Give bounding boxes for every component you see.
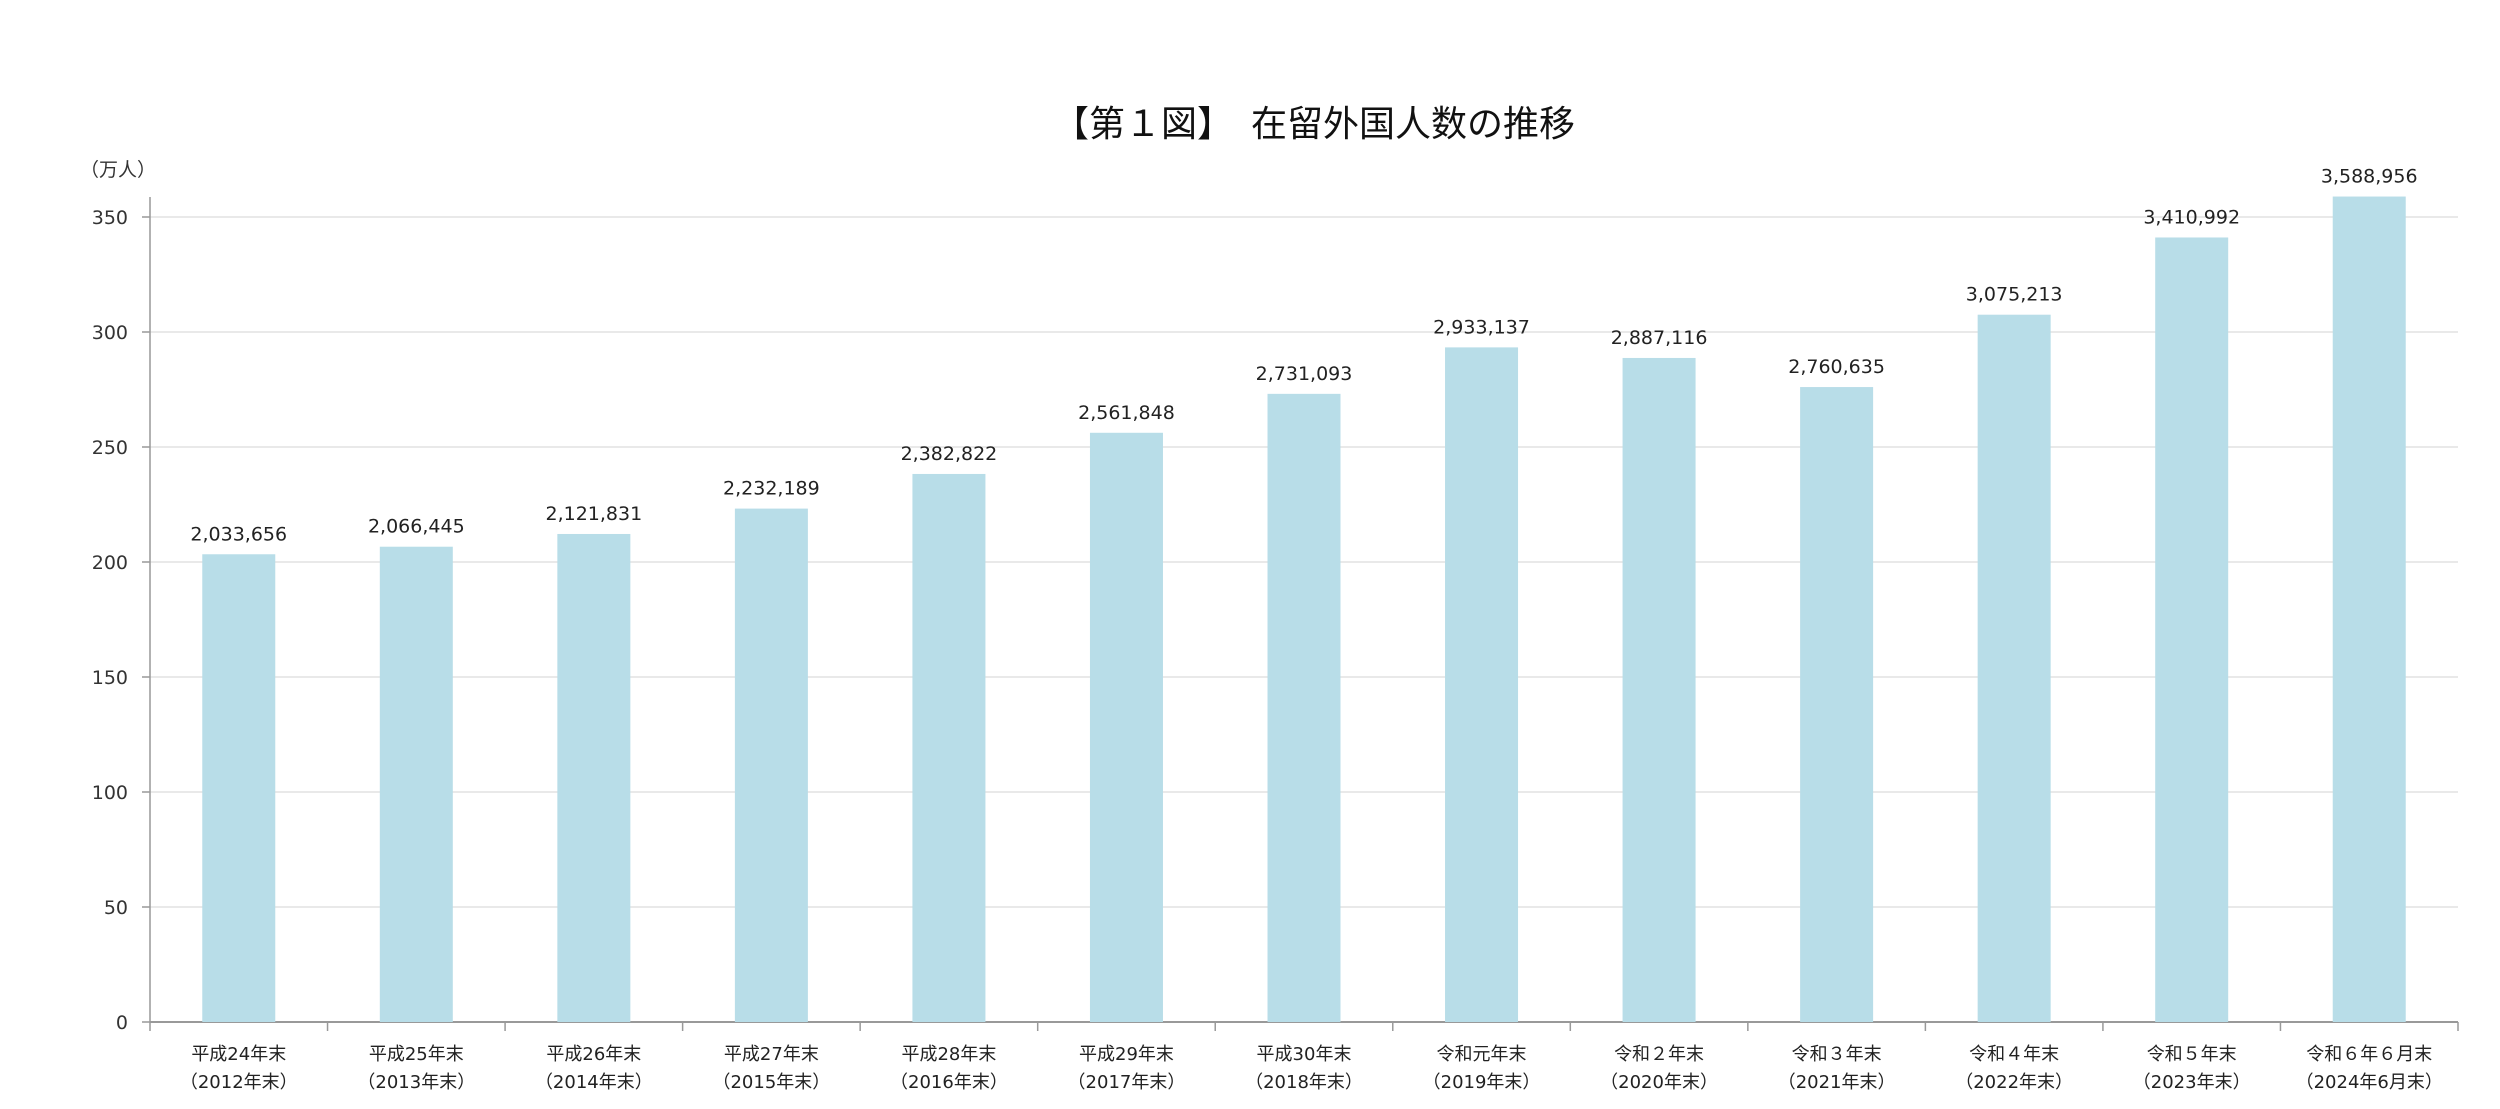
- x-tick-sublabel: （2014年末）: [535, 1072, 653, 1093]
- x-tick-label: 令和４年末: [1969, 1044, 2059, 1065]
- x-tick-sublabel: （2019年末）: [1423, 1072, 1541, 1093]
- y-tick-label: 350: [92, 207, 128, 229]
- y-tick-label: 200: [92, 552, 128, 574]
- bar: [2332, 196, 2406, 1023]
- bar: [2155, 237, 2229, 1022]
- x-tick-sublabel: （2016年末）: [890, 1072, 1008, 1093]
- x-tick-label: 平成26年末: [546, 1044, 641, 1065]
- x-tick-sublabel: （2023年末）: [2133, 1072, 2251, 1093]
- data-label: 2,382,822: [901, 443, 998, 465]
- y-axis-unit-label: （万人）: [80, 159, 156, 181]
- x-tick-sublabel: （2020年末）: [1600, 1072, 1718, 1093]
- y-tick-label: 50: [104, 897, 128, 919]
- x-tick-sublabel: （2012年末）: [180, 1072, 298, 1093]
- x-tick-label: 令和３年末: [1792, 1044, 1882, 1065]
- y-tick-label: 150: [92, 667, 128, 689]
- x-tick-sublabel: （2013年末）: [357, 1072, 475, 1093]
- bar: [1267, 393, 1341, 1022]
- bar: [1800, 387, 1874, 1022]
- bar: [734, 508, 808, 1022]
- x-tick-label: 平成30年末: [1257, 1044, 1352, 1065]
- data-label: 2,731,093: [1256, 363, 1353, 385]
- x-tick-label: 平成29年末: [1079, 1044, 1174, 1065]
- y-tick-label: 300: [92, 322, 128, 344]
- x-tick-sublabel: （2015年末）: [712, 1072, 830, 1093]
- x-tick-label: 平成25年末: [369, 1044, 464, 1065]
- chart-title: 【第１図】 在留外国人数の推移: [1053, 104, 1575, 145]
- bar: [379, 546, 453, 1022]
- data-label: 2,561,848: [1078, 402, 1175, 424]
- x-tick-label: 平成28年末: [901, 1044, 996, 1065]
- bar: [1977, 314, 2051, 1022]
- x-tick-label: 令和５年末: [2147, 1044, 2237, 1065]
- data-label: 2,033,656: [190, 523, 287, 545]
- x-tick-sublabel: （2024年6月末）: [2296, 1072, 2443, 1093]
- y-tick-label: 250: [92, 437, 128, 459]
- bar: [557, 533, 631, 1022]
- bar: [1089, 432, 1163, 1022]
- x-tick-label: 令和６年６月末: [2306, 1044, 2432, 1065]
- x-tick-label: 令和元年末: [1437, 1044, 1527, 1065]
- x-tick-label: 平成27年末: [724, 1044, 819, 1065]
- x-tick-sublabel: （2018年末）: [1245, 1072, 1363, 1093]
- data-label: 2,760,635: [1788, 356, 1885, 378]
- y-tick-label: 100: [92, 782, 128, 804]
- data-label: 3,075,213: [1966, 284, 2063, 306]
- bar: [202, 554, 276, 1022]
- x-tick-label: 令和２年末: [1614, 1044, 1704, 1065]
- data-label: 3,588,956: [2321, 166, 2418, 188]
- data-label: 2,232,189: [723, 478, 820, 500]
- data-label: 2,121,831: [545, 503, 642, 525]
- data-label: 2,887,116: [1611, 327, 1708, 349]
- data-label: 2,933,137: [1433, 316, 1530, 338]
- x-tick-sublabel: （2017年末）: [1068, 1072, 1186, 1093]
- bar: [912, 473, 986, 1022]
- x-tick-sublabel: （2022年末）: [1955, 1072, 2073, 1093]
- y-tick-label: 0: [116, 1012, 128, 1034]
- data-label: 2,066,445: [368, 516, 465, 538]
- x-tick-sublabel: （2021年末）: [1778, 1072, 1896, 1093]
- data-label: 3,410,992: [2143, 206, 2240, 228]
- bar: [1445, 347, 1519, 1022]
- bar: [1622, 357, 1696, 1022]
- x-tick-label: 平成24年末: [191, 1044, 286, 1065]
